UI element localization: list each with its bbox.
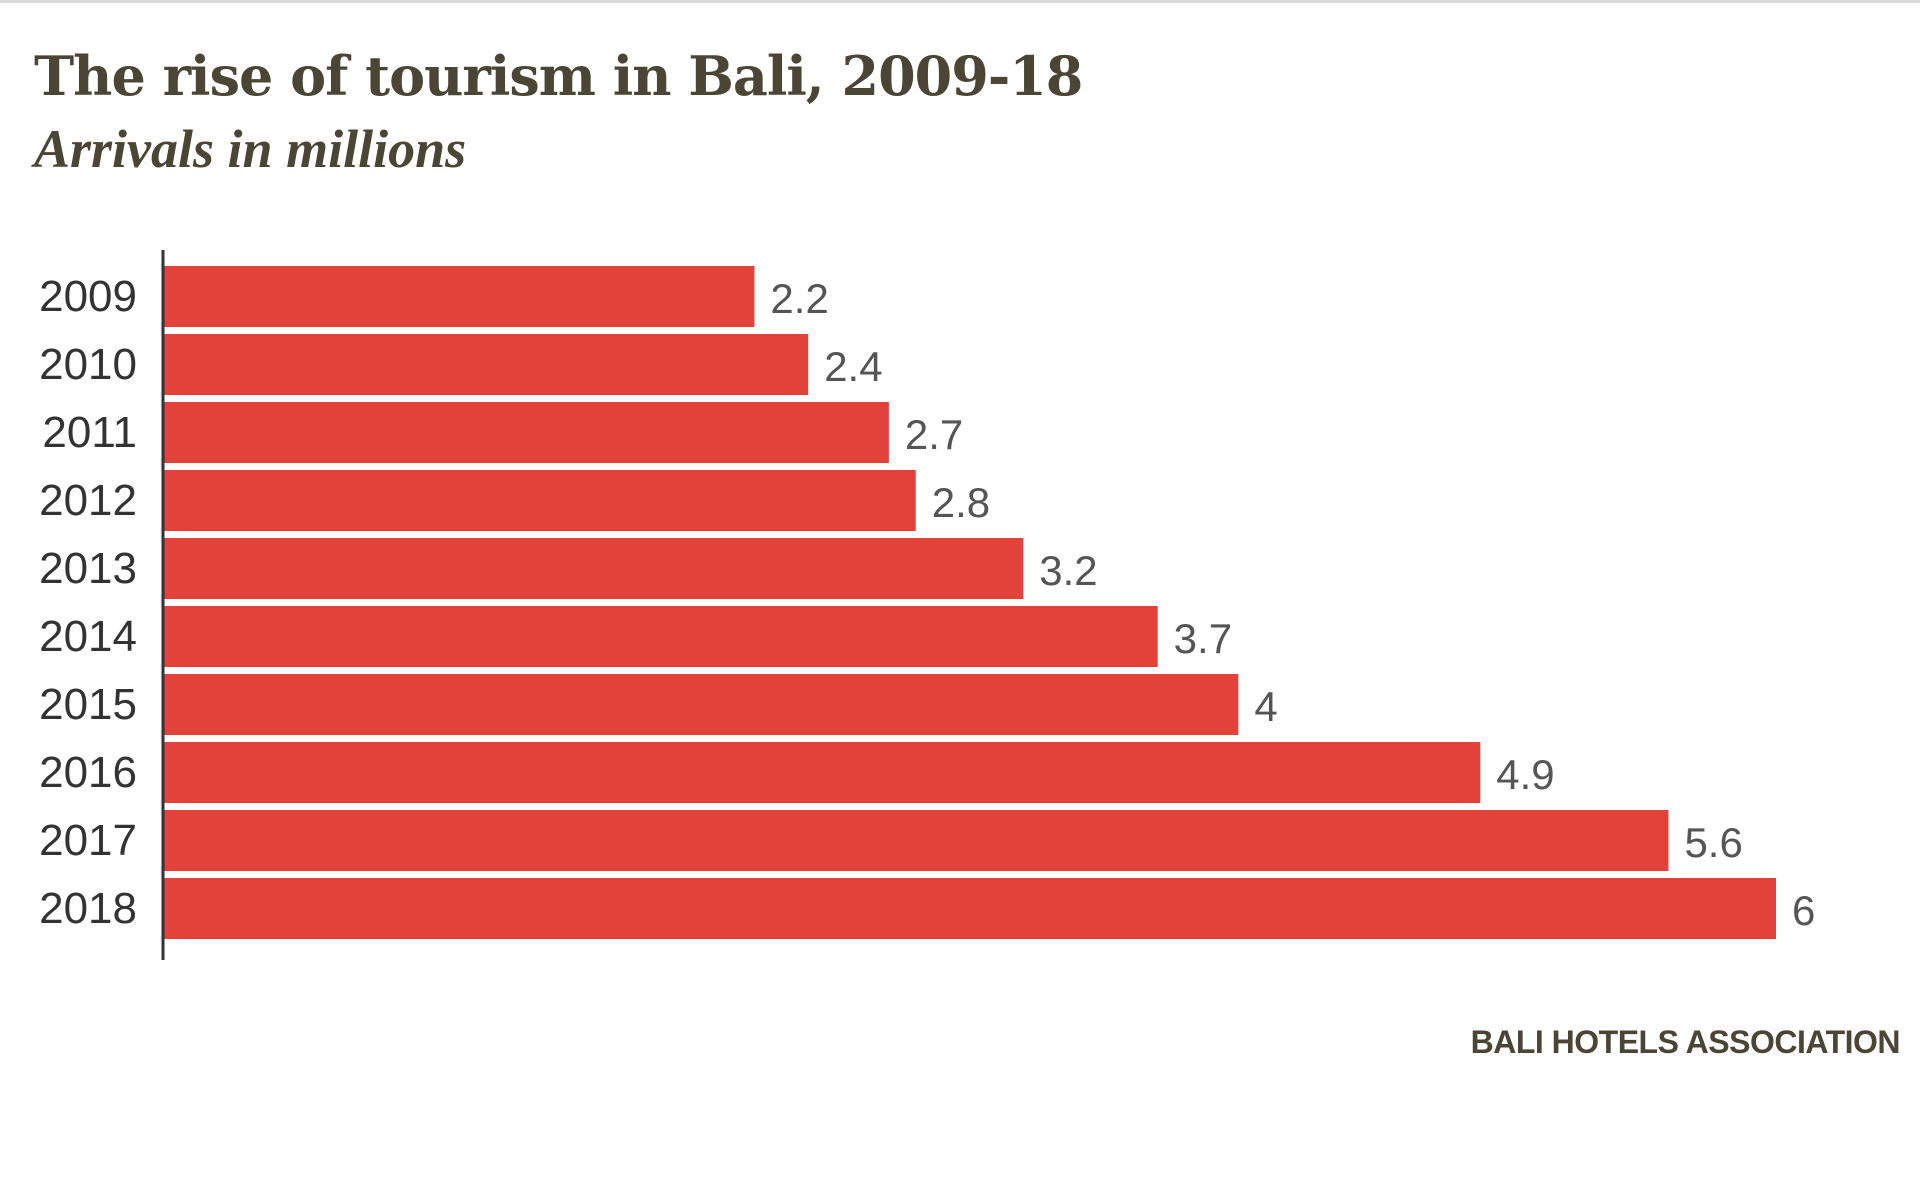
bar-2016: [163, 742, 1481, 803]
category-label-2017: 2017: [39, 816, 137, 865]
category-label-2009: 2009: [39, 272, 137, 321]
value-label-2009: 2.2: [770, 275, 828, 322]
chart-title: The rise of tourism in Bali, 2009-18: [34, 44, 1083, 108]
value-label-2013: 3.2: [1039, 547, 1097, 594]
category-label-2016: 2016: [39, 748, 137, 797]
bar-2015: [163, 674, 1239, 735]
bar-2012: [163, 470, 916, 531]
bar-2013: [163, 538, 1024, 599]
chart-subtitle: Arrivals in millions: [34, 119, 467, 179]
bar-2018: [163, 878, 1776, 939]
bar-2017: [163, 810, 1669, 871]
category-label-2012: 2012: [39, 476, 137, 525]
source-note: BALI HOTELS ASSOCIATION: [1470, 1024, 1901, 1060]
bar-2009: [163, 266, 755, 327]
value-label-2018: 6: [1792, 887, 1815, 934]
value-label-2015: 4: [1254, 683, 1277, 730]
value-label-2017: 5.6: [1684, 819, 1742, 866]
value-label-2010: 2.4: [824, 343, 882, 390]
bar-2010: [163, 334, 809, 395]
category-label-2014: 2014: [39, 612, 137, 661]
category-label-2015: 2015: [39, 680, 137, 729]
bar-2011: [163, 402, 889, 463]
top-rule: [0, 0, 1920, 3]
value-label-2016: 4.9: [1496, 751, 1554, 798]
category-label-2013: 2013: [39, 544, 137, 593]
value-label-2014: 3.7: [1174, 615, 1232, 662]
category-label-2018: 2018: [39, 884, 137, 933]
value-label-2011: 2.7: [905, 411, 963, 458]
value-label-2012: 2.8: [932, 479, 990, 526]
bar-2014: [163, 606, 1158, 667]
category-label-2010: 2010: [39, 340, 137, 389]
bar-chart: 2009 2.2 2010 2.4 2011 2.7 2012 2.8 2013 3.2 2014 3…: [39, 250, 1815, 960]
category-label-2011: 2011: [42, 408, 137, 457]
